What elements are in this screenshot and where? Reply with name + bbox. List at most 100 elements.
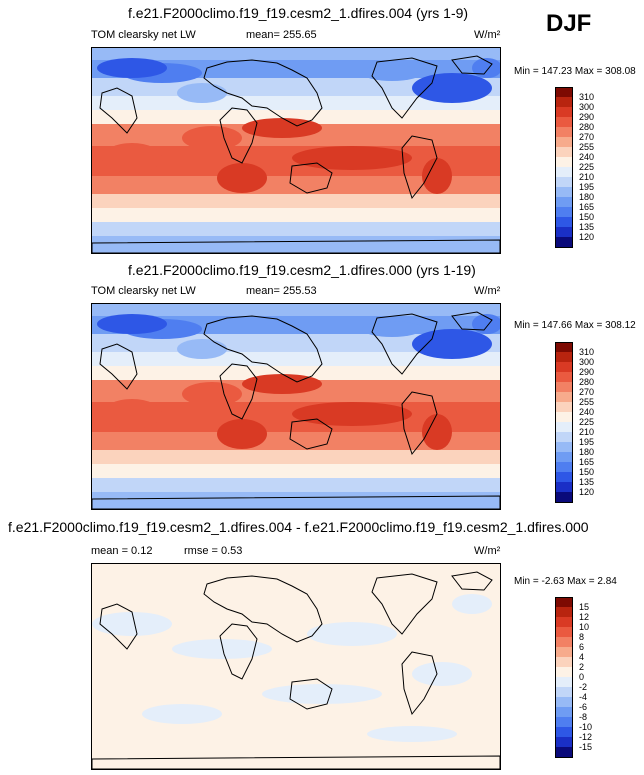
colorbar-box: [555, 117, 573, 128]
colorbar-box: [555, 197, 573, 208]
colorbar-box: [555, 687, 573, 698]
panel1-mean: mean= 255.65: [246, 29, 317, 41]
field-blob: [422, 158, 452, 194]
colorbar-label: 225: [579, 161, 595, 172]
colorbar-label: 290: [579, 111, 595, 122]
colorbar-box: [555, 237, 573, 248]
colorbar-label: 240: [579, 151, 595, 162]
panel1-colorbar: 310 300 290 280 270 255 240 225 210 195 180 165 150 1…: [555, 87, 615, 248]
panel3-rmse: rmse = 0.53: [184, 545, 243, 557]
colorbar-label: 225: [579, 416, 595, 427]
colorbar-box: [555, 627, 573, 638]
panel1-units: W/m²: [474, 29, 501, 41]
coastline: [203, 575, 323, 643]
panel3-minmax: Min = -2.63 Max = 2.84: [514, 576, 617, 587]
field-blob: [217, 419, 267, 449]
colorbar-label: 12: [579, 611, 590, 622]
coastline: [371, 313, 438, 375]
colorbar-box: [555, 352, 573, 363]
field-blob: [182, 382, 242, 406]
colorbar-box: [555, 482, 573, 493]
colorbar-box: [555, 362, 573, 373]
field-blob: [172, 639, 272, 659]
season-label: DJF: [546, 10, 592, 37]
colorbar-box: [555, 452, 573, 463]
colorbar-label: 0: [579, 671, 585, 682]
field-blob: [102, 399, 162, 429]
field-blob: [262, 684, 382, 704]
colorbar-label: 310: [579, 346, 595, 357]
coastline: [371, 573, 438, 635]
field-blob: [362, 321, 422, 337]
field-blob: [182, 126, 242, 150]
field-blob: [422, 414, 452, 450]
panel2-variable-label: TOM clearsky net LW: [91, 285, 196, 297]
colorbar-label: 255: [579, 396, 595, 407]
colorbar-label: 210: [579, 171, 595, 182]
coastline: [92, 239, 500, 253]
colorbar-box: [555, 667, 573, 678]
field-blob: [92, 612, 172, 636]
colorbar-box: [555, 157, 573, 168]
colorbar-label: -4: [579, 691, 588, 702]
panel1-title: f.e21.F2000climo.f19_f19.cesm2_1.dfires.…: [128, 5, 469, 21]
coastline: [99, 87, 138, 134]
coastline: [451, 571, 493, 591]
coastline: [401, 651, 438, 716]
colorbar-box: [555, 147, 573, 158]
panel2-field: [92, 304, 500, 509]
coastline: [99, 343, 138, 390]
colorbar-label: 195: [579, 436, 595, 447]
field-band: [92, 464, 500, 478]
colorbar-box: [555, 747, 573, 758]
colorbar-box: [555, 492, 573, 503]
coastline: [401, 391, 438, 456]
colorbar-box: [555, 727, 573, 738]
coastline: [92, 495, 500, 509]
colorbar-label: 8: [579, 631, 585, 642]
colorbar-label: 240: [579, 406, 595, 417]
coastline: [219, 623, 258, 680]
field-blob: [472, 314, 500, 334]
field-blob: [412, 662, 472, 686]
field-blob: [242, 374, 322, 394]
colorbar-label: -2: [579, 681, 588, 692]
colorbar-box: [555, 717, 573, 728]
colorbar-label: 2: [579, 661, 585, 672]
coastline: [451, 311, 493, 331]
colorbar-label: 10: [579, 621, 590, 632]
field-blob: [217, 163, 267, 193]
colorbar-box: [555, 187, 573, 198]
colorbar-label: 150: [579, 211, 595, 222]
panel1-minmax: Min = 147.23 Max = 308.08: [514, 66, 636, 77]
panel3-field: [92, 564, 500, 769]
colorbar-box: [555, 342, 573, 353]
field-blob: [307, 622, 397, 646]
field-band: [92, 304, 500, 316]
panel2-map: [91, 303, 501, 510]
colorbar-label: 255: [579, 141, 595, 152]
field-blob: [472, 58, 500, 78]
colorbar-label: 290: [579, 366, 595, 377]
colorbar-box: [555, 127, 573, 138]
field-band: [92, 450, 500, 464]
panel2-mean: mean= 255.53: [246, 285, 317, 297]
colorbar-box: [555, 697, 573, 708]
colorbar-box: [555, 597, 573, 608]
colorbar-label: 135: [579, 476, 595, 487]
field-blob: [97, 314, 167, 334]
colorbar-box: [555, 607, 573, 618]
colorbar-label: 210: [579, 426, 595, 437]
panel1-map: [91, 47, 501, 254]
colorbar-box: [555, 87, 573, 98]
coastline: [219, 107, 258, 164]
panel3-mean: mean = 0.12: [91, 545, 153, 557]
field-blob: [292, 146, 412, 170]
colorbar-label: 150: [579, 466, 595, 477]
coastline: [451, 55, 493, 75]
field-blob: [177, 83, 227, 103]
colorbar-box: [555, 392, 573, 403]
colorbar-box: [555, 442, 573, 453]
colorbar-label: 195: [579, 181, 595, 192]
colorbar-label: -10: [579, 721, 593, 732]
